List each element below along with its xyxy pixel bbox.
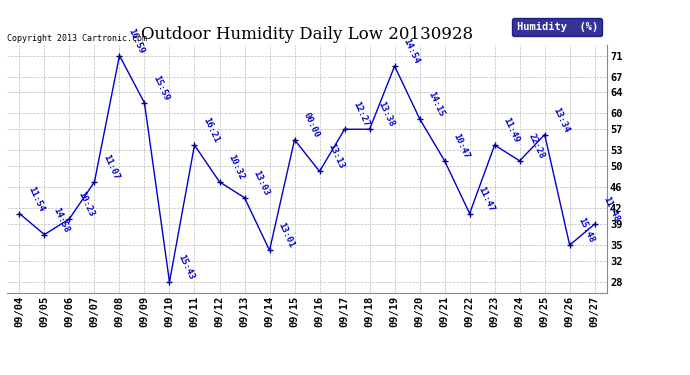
Text: 13:34: 13:34 <box>551 106 571 134</box>
Text: 11:07: 11:07 <box>101 153 121 181</box>
Text: Copyright 2013 Cartronic.com: Copyright 2013 Cartronic.com <box>7 33 147 42</box>
Text: 13:38: 13:38 <box>377 100 396 129</box>
Text: 15:43: 15:43 <box>177 253 196 281</box>
Text: 12:27: 12:27 <box>351 100 371 129</box>
Text: 14:15: 14:15 <box>426 90 446 118</box>
Text: 10:47: 10:47 <box>451 132 471 160</box>
Text: 11:48: 11:48 <box>602 195 621 223</box>
Text: 13:13: 13:13 <box>326 142 346 171</box>
Text: 14:54: 14:54 <box>402 37 421 65</box>
Text: 16:59: 16:59 <box>126 27 146 55</box>
Text: 10:23: 10:23 <box>77 190 96 218</box>
Text: 11:47: 11:47 <box>477 184 496 213</box>
Text: 11:54: 11:54 <box>26 184 46 213</box>
Text: 15:48: 15:48 <box>577 216 596 244</box>
Text: 14:58: 14:58 <box>51 206 71 234</box>
Text: 13:01: 13:01 <box>277 221 296 250</box>
Text: 00:00: 00:00 <box>302 111 321 139</box>
Title: Outdoor Humidity Daily Low 20130928: Outdoor Humidity Daily Low 20130928 <box>141 27 473 44</box>
Text: 11:49: 11:49 <box>502 116 521 144</box>
Text: 13:03: 13:03 <box>251 169 271 197</box>
Text: 22:28: 22:28 <box>526 132 546 160</box>
Text: 16:21: 16:21 <box>201 116 221 144</box>
Legend: Humidity  (%): Humidity (%) <box>513 18 602 36</box>
Text: 10:32: 10:32 <box>226 153 246 181</box>
Text: 15:59: 15:59 <box>151 74 171 102</box>
